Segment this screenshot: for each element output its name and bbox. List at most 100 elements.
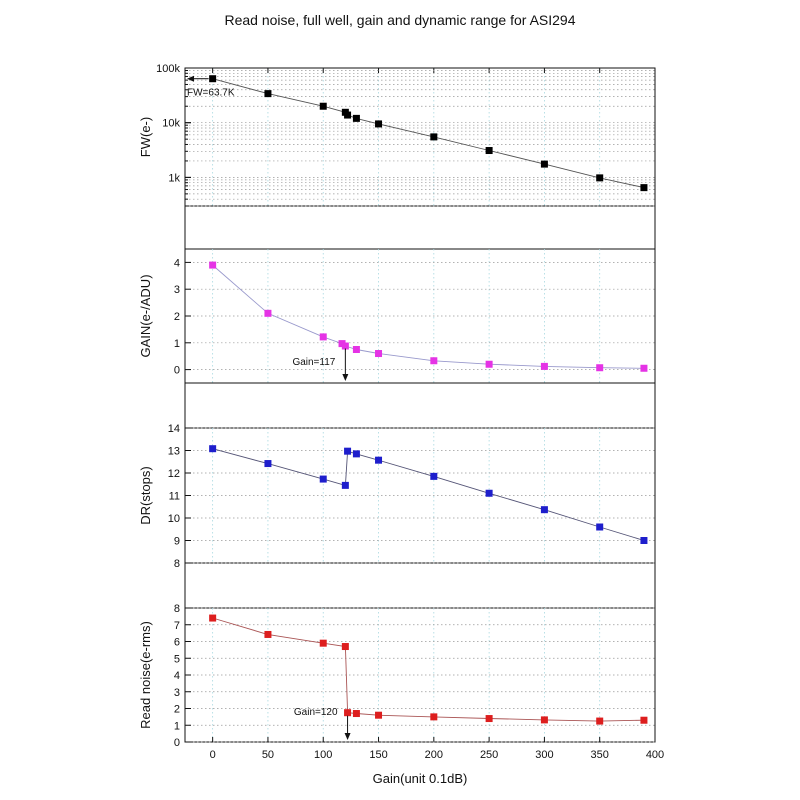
panel-gain: 0 1 2 3 4 GAIN(e-/ADU) Gain=117 bbox=[138, 257, 655, 381]
series-line bbox=[212, 264, 644, 369]
data-point bbox=[319, 333, 327, 341]
data-point bbox=[341, 342, 349, 350]
x-tick-label: 100 bbox=[314, 749, 332, 761]
y-tick-label: 10 bbox=[168, 513, 180, 525]
annotation-label: FW=63.7K bbox=[187, 88, 235, 99]
y-tick-label: 7 bbox=[174, 620, 180, 632]
data-point bbox=[640, 537, 648, 544]
data-point bbox=[375, 350, 383, 358]
data-point bbox=[485, 489, 493, 497]
data-point bbox=[540, 160, 548, 168]
data-point bbox=[352, 710, 360, 718]
data-point bbox=[344, 111, 352, 119]
data-point bbox=[640, 184, 648, 192]
x-tick-label: 50 bbox=[262, 749, 274, 761]
data-point bbox=[341, 643, 349, 651]
x-tick-label: 350 bbox=[591, 749, 609, 761]
data-point bbox=[319, 102, 327, 110]
annotation-label: Gain=117 bbox=[292, 357, 335, 368]
panel-dr: 8 9 10 11 12 13 14 DR(stops) bbox=[138, 423, 655, 570]
x-tick-label: 400 bbox=[646, 749, 664, 761]
y-tick-label: 11 bbox=[169, 491, 180, 503]
data-point bbox=[352, 450, 360, 458]
y-tick-label: 100k bbox=[156, 63, 180, 75]
data-point bbox=[485, 360, 493, 368]
data-point bbox=[341, 481, 349, 489]
annotation-label: Gain=120 bbox=[294, 707, 338, 718]
y-axis-label: DR(stops) bbox=[138, 466, 153, 525]
y-tick-label: 2 bbox=[174, 311, 180, 323]
series-line bbox=[212, 78, 644, 189]
y-tick-label: 2 bbox=[174, 704, 180, 716]
annotation-arrowhead bbox=[187, 75, 194, 82]
data-point bbox=[640, 364, 648, 372]
data-point bbox=[209, 261, 217, 269]
panel-rn: 0 1 2 3 4 5 6 7 8 Read noise(e-rms) Gain=120 bbox=[138, 603, 655, 749]
y-tick-label: 1 bbox=[174, 338, 180, 350]
data-point bbox=[352, 346, 360, 353]
y-tick-label: 0 bbox=[174, 737, 180, 749]
y-tick-label: 14 bbox=[168, 423, 180, 435]
data-point bbox=[430, 133, 438, 141]
y-tick-label: 4 bbox=[174, 670, 180, 682]
data-point bbox=[375, 711, 383, 719]
y-tick-label: 12 bbox=[168, 468, 180, 480]
data-point bbox=[375, 120, 383, 128]
data-point bbox=[430, 357, 438, 365]
data-point bbox=[352, 114, 360, 122]
y-tick-label: 8 bbox=[174, 558, 180, 570]
x-tick-label: 300 bbox=[535, 749, 553, 761]
y-axis-label: FW(e-) bbox=[138, 117, 153, 157]
data-point bbox=[540, 362, 548, 370]
y-tick-label: 9 bbox=[174, 536, 180, 548]
x-tick-label: 150 bbox=[369, 749, 387, 761]
data-point bbox=[540, 716, 548, 724]
data-point bbox=[209, 75, 217, 83]
data-point bbox=[344, 447, 352, 455]
data-point bbox=[430, 472, 438, 480]
chart-title: Read noise, full well, gain and dynamic … bbox=[225, 12, 576, 28]
y-axis-label: GAIN(e-/ADU) bbox=[138, 274, 153, 357]
panel-fw: 1k 10k 100k FW(e-) FW=63.7K bbox=[138, 63, 655, 207]
data-point bbox=[375, 456, 383, 464]
x-axis-label: Gain(unit 0.1dB) bbox=[373, 771, 468, 786]
data-point bbox=[596, 174, 604, 182]
y-tick-label: 13 bbox=[168, 446, 180, 458]
data-point bbox=[264, 309, 272, 317]
y-tick-label: 1 bbox=[174, 720, 180, 732]
annotation-arrowhead bbox=[342, 374, 349, 381]
data-point bbox=[485, 715, 493, 723]
y-tick-label: 4 bbox=[174, 257, 180, 269]
data-point bbox=[485, 147, 493, 155]
y-tick-label: 5 bbox=[174, 653, 180, 665]
data-point bbox=[209, 614, 217, 622]
y-tick-label: 10k bbox=[162, 118, 180, 130]
data-point bbox=[264, 460, 272, 468]
data-point bbox=[264, 630, 272, 638]
y-tick-label: 8 bbox=[174, 603, 180, 615]
series-line bbox=[212, 448, 645, 541]
x-tick-label: 0 bbox=[210, 749, 216, 761]
y-tick-label: 1k bbox=[168, 172, 180, 184]
data-point bbox=[319, 639, 327, 647]
data-point bbox=[430, 713, 438, 721]
y-axis-label: Read noise(e-rms) bbox=[138, 621, 153, 729]
data-point bbox=[209, 445, 217, 453]
annotation-arrowhead bbox=[344, 733, 351, 740]
y-tick-label: 3 bbox=[174, 284, 180, 296]
data-point bbox=[596, 364, 604, 372]
x-tick-label: 200 bbox=[425, 749, 443, 761]
data-point bbox=[540, 506, 548, 514]
data-point bbox=[596, 717, 604, 725]
data-point bbox=[596, 523, 604, 531]
y-tick-label: 6 bbox=[174, 637, 180, 649]
x-tick-label: 250 bbox=[480, 749, 498, 761]
series-line bbox=[212, 617, 644, 722]
data-point bbox=[344, 709, 352, 717]
chart-panels: 0 50 100 150 200 250 300 350 4001k10k100kFW(e-)F… bbox=[138, 63, 664, 761]
y-tick-label: 3 bbox=[174, 687, 180, 699]
data-point bbox=[264, 90, 272, 98]
data-point bbox=[640, 716, 648, 724]
plot-frame bbox=[184, 67, 656, 743]
